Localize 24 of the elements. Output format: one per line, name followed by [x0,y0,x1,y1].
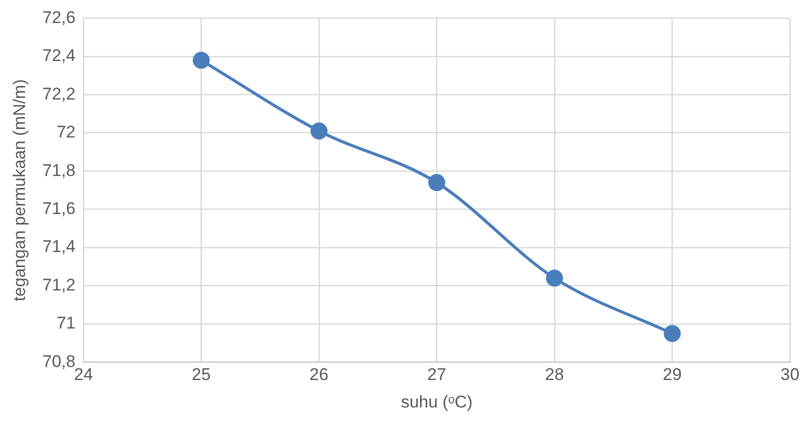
point [310,122,328,140]
y-tick-label: 72,6 [42,8,76,27]
point [428,174,446,192]
point [664,325,681,342]
y-axis-title: tegangan permukaan (mN/m) [10,79,29,302]
x-tick-label: 29 [662,365,682,384]
y-tick-label: 72 [56,122,76,142]
y-tick-label: 71 [56,314,76,333]
x-axis-title: suhu (ᵒC) [400,392,473,412]
y-tick-label: 71,4 [42,237,76,256]
x-tick-label: 28 [545,365,564,384]
x-tick-label: 24 [74,365,93,384]
y-tick-label: 72,4 [42,46,76,66]
x-tick-label: 27 [427,365,446,384]
x-tick-label: 26 [310,365,328,384]
x-tick-label: 25 [192,365,211,384]
y-tick-label: 71,2 [42,275,76,294]
y-tick-label: 72,2 [42,84,76,104]
y-tick-label: 71,8 [42,160,76,180]
y-tick-label: 71,6 [42,199,76,218]
y-tick-label: 70,8 [42,352,76,371]
point [192,52,210,69]
x-tick-label: 30 [780,365,800,384]
point [546,270,563,287]
